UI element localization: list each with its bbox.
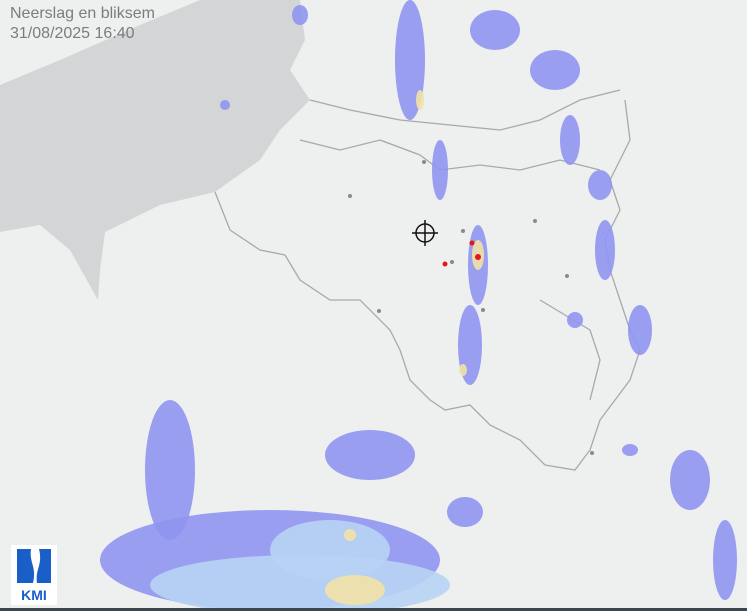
rain-cell: [447, 497, 483, 527]
rain-cell: [325, 430, 415, 480]
rain-cell: [530, 50, 580, 90]
precipitation-layer: [100, 0, 737, 611]
rain-cell: [560, 115, 580, 165]
rain-cell: [567, 312, 583, 328]
rain-cell: [588, 170, 612, 200]
rain-cell: [670, 450, 710, 510]
map-title: Neerslag en bliksem 31/08/2025 16:40: [10, 4, 155, 44]
rain-cell: [395, 0, 425, 120]
rain-cell: [470, 10, 520, 50]
title-text: Neerslag en bliksem: [10, 5, 155, 22]
lightning-strikes: [442, 240, 481, 267]
england-coast: [0, 0, 190, 80]
rain-cell: [416, 90, 424, 110]
rain-cell: [220, 100, 230, 110]
rain-cell: [713, 520, 737, 600]
rain-cell: [325, 575, 385, 605]
rain-cell: [344, 529, 356, 541]
timestamp: 31/08/2025 16:40: [10, 25, 135, 42]
rain-cell: [628, 305, 652, 355]
rain-cell: [459, 364, 467, 376]
bottom-bar: [0, 608, 747, 611]
kmi-logo: KMI: [11, 545, 57, 605]
sea: [0, 0, 310, 300]
cities: [348, 160, 594, 455]
rain-cell: [622, 444, 638, 456]
rain-cell: [432, 140, 448, 200]
rain-cell: [292, 5, 308, 25]
crosshair-icon[interactable]: [412, 220, 438, 246]
rain-cell: [145, 400, 195, 540]
logo-mark-icon: [17, 549, 51, 583]
rain-cell: [595, 220, 615, 280]
rain-cell: [270, 520, 390, 580]
